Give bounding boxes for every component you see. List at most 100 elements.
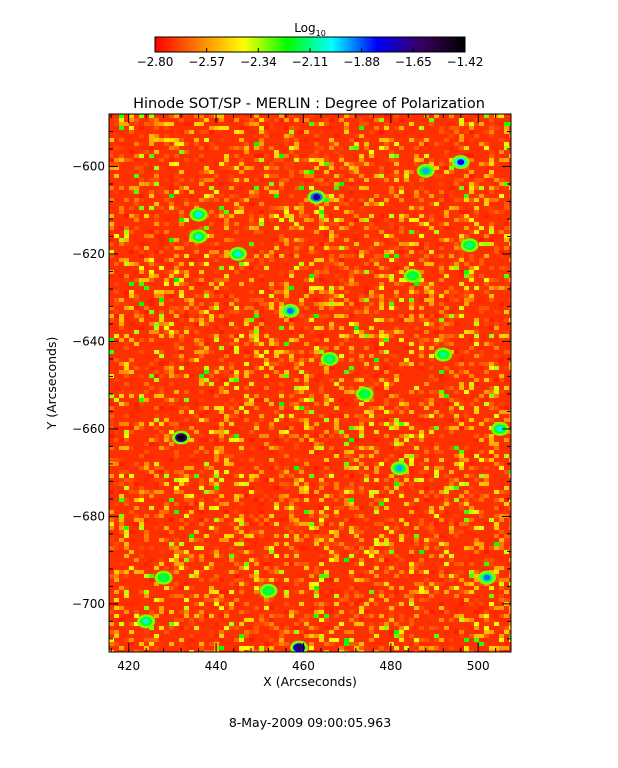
heatmap-cell: [384, 330, 389, 334]
heatmap-cell: [494, 250, 499, 254]
heatmap-cell: [349, 146, 354, 150]
heatmap-cell: [254, 498, 259, 502]
heatmap-cell: [394, 258, 399, 262]
heatmap-cell: [249, 618, 254, 622]
heatmap-cell: [384, 498, 389, 502]
heatmap-cell: [149, 254, 154, 258]
heatmap-cell: [219, 294, 224, 298]
heatmap-cell: [214, 598, 219, 602]
heatmap-cell: [129, 426, 134, 430]
heatmap-cell: [464, 270, 469, 274]
heatmap-cell: [509, 630, 511, 634]
heatmap-cell: [224, 126, 229, 130]
heatmap-cell: [389, 606, 394, 610]
heatmap-cell: [324, 570, 329, 574]
heatmap-cell: [454, 198, 459, 202]
heatmap-cell: [384, 486, 389, 490]
heatmap-cell: [484, 382, 489, 386]
heatmap-cell: [409, 306, 414, 310]
heatmap-cell: [219, 406, 224, 410]
heatmap-cell: [319, 130, 324, 134]
heatmap-cell: [134, 154, 139, 158]
heatmap-cell: [244, 350, 249, 354]
heatmap-cell: [504, 186, 509, 190]
heatmap-cell: [224, 302, 229, 306]
heatmap-cell: [439, 374, 444, 378]
heatmap-cell: [449, 166, 454, 170]
heatmap-cell: [444, 594, 449, 598]
heatmap-cell: [364, 418, 369, 422]
heatmap-cell: [464, 574, 469, 578]
heatmap-cell: [279, 154, 284, 158]
heatmap-cell: [474, 222, 479, 226]
heatmap-cell: [149, 178, 154, 182]
heatmap-cell: [299, 266, 304, 270]
heatmap-cell: [304, 510, 309, 514]
heatmap-cell: [239, 170, 244, 174]
heatmap-cell: [484, 398, 489, 402]
heatmap-cell: [179, 638, 184, 642]
heatmap-cell: [494, 514, 499, 518]
heatmap-cell: [174, 398, 179, 402]
heatmap-cell: [489, 126, 494, 130]
heatmap-cell: [274, 466, 279, 470]
heatmap-cell: [409, 126, 414, 130]
heatmap-cell: [109, 270, 114, 274]
heatmap-cell: [414, 174, 419, 178]
heatmap-cell: [249, 486, 254, 490]
heatmap-cell: [304, 374, 309, 378]
heatmap-cell: [289, 214, 294, 218]
heatmap-cell: [164, 418, 169, 422]
heatmap-cell: [429, 226, 434, 230]
heatmap-cell: [319, 610, 324, 614]
heatmap-cell: [424, 254, 429, 258]
heatmap-cell: [289, 510, 294, 514]
heatmap-cell: [364, 178, 369, 182]
heatmap-cell: [339, 222, 344, 226]
heatmap-cell: [259, 226, 264, 230]
heatmap-cell: [259, 202, 264, 206]
heatmap-cell: [199, 446, 204, 450]
heatmap-cell: [424, 262, 429, 266]
heatmap-cell: [269, 338, 274, 342]
heatmap-cell: [189, 646, 194, 650]
heatmap-cell: [394, 590, 399, 594]
heatmap-cell: [414, 194, 419, 198]
heatmap-cell: [429, 418, 434, 422]
heatmap-cell: [389, 270, 394, 274]
heatmap-cell: [389, 138, 394, 142]
heatmap-cell: [194, 158, 199, 162]
heatmap-cell: [324, 142, 329, 146]
heatmap-cell: [239, 526, 244, 530]
heatmap-cell: [179, 278, 184, 282]
heatmap-cell: [334, 474, 339, 478]
heatmap-cell: [439, 302, 444, 306]
heatmap-cell: [409, 294, 414, 298]
heatmap-cell: [229, 294, 234, 298]
heatmap-cell: [214, 526, 219, 530]
heatmap-cell: [154, 614, 159, 618]
heatmap-cell: [319, 178, 324, 182]
heatmap-cell: [254, 194, 259, 198]
heatmap-cell: [209, 350, 214, 354]
heatmap-cell: [269, 630, 274, 634]
heatmap-cell: [229, 266, 234, 270]
heatmap-cell: [409, 158, 414, 162]
heatmap-cell: [189, 514, 194, 518]
heatmap-cell: [494, 230, 499, 234]
heatmap-cell: [289, 518, 294, 522]
heatmap-cell: [214, 366, 219, 370]
heatmap-cell: [284, 262, 289, 266]
heatmap-cell: [509, 526, 511, 530]
heatmap-cell: [244, 398, 249, 402]
heatmap-cell: [354, 250, 359, 254]
heatmap-cell: [309, 526, 314, 530]
heatmap-cell: [464, 262, 469, 266]
heatmap-cell: [419, 606, 424, 610]
heatmap-cell: [304, 398, 309, 402]
heatmap-cell: [384, 606, 389, 610]
heatmap-cell: [469, 478, 474, 482]
heatmap-cell: [449, 578, 454, 582]
heatmap-cell: [259, 382, 264, 386]
heatmap-cell: [359, 154, 364, 158]
